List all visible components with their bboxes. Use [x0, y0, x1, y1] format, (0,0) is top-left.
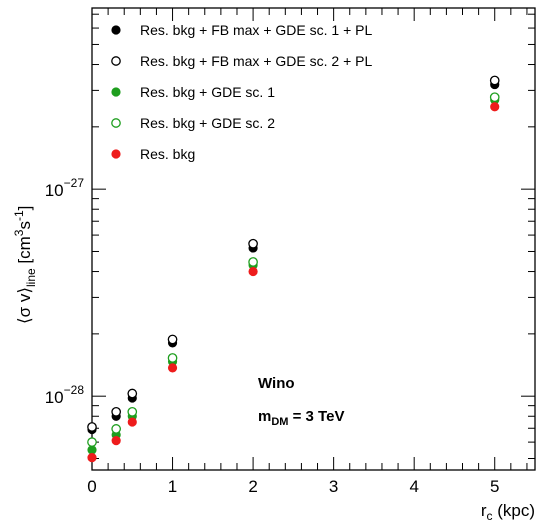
x-axis-label: rc (kpc): [481, 501, 535, 522]
data-point-series-2: [127, 388, 138, 399]
annotation-model: Wino: [258, 375, 295, 392]
x-tick-label: 2: [248, 477, 257, 496]
data-point-series-2: [489, 75, 500, 86]
y-tick-label: 10−28: [45, 383, 85, 407]
legend-label: Res. bkg + GDE sc. 1: [140, 84, 275, 100]
data-point-series-4: [127, 407, 138, 417]
legend-marker: [111, 87, 121, 97]
data-point-series-2: [111, 407, 122, 417]
data-point-series-4: [489, 92, 500, 103]
annotation-mass: mDM = 3 TeV: [258, 408, 344, 428]
data-point-series-2: [87, 422, 97, 432]
y-tick-base: 10: [45, 388, 64, 407]
x-tick-label: 5: [490, 477, 499, 496]
data-point-series-4: [248, 257, 258, 267]
x-tick-label: 4: [409, 477, 418, 496]
y-tick-label: 10−27: [45, 176, 85, 200]
data-point-series-5: [248, 266, 258, 277]
legend-marker: [111, 149, 121, 159]
legend-label: Res. bkg: [140, 146, 195, 162]
legend-marker: [111, 25, 121, 35]
legend-marker: [111, 56, 121, 66]
x-tick-label: 1: [168, 477, 177, 496]
x-tick-label: 0: [87, 477, 96, 496]
y-tick-exponent: −27: [64, 176, 85, 190]
legend-label: Res. bkg + GDE sc. 2: [140, 115, 275, 131]
data-point-series-2: [248, 238, 258, 249]
legend-marker: [111, 118, 121, 128]
y-tick-exponent: −28: [64, 383, 85, 397]
data-point-series-5: [111, 436, 121, 446]
legend-label: Res. bkg + FB max + GDE sc. 1 + PL: [140, 22, 372, 38]
data-point-series-4: [167, 353, 178, 363]
data-point-series-5: [167, 363, 178, 373]
data-point-series-4: [87, 437, 97, 447]
data-point-series-5: [87, 453, 97, 463]
y-tick-base: 10: [45, 181, 64, 200]
x-tick-label: 3: [329, 477, 338, 496]
legend-label: Res. bkg + FB max + GDE sc. 2 + PL: [140, 53, 372, 69]
data-point-series-5: [490, 102, 500, 112]
data-point-series-2: [167, 334, 178, 345]
data-points: [87, 75, 500, 463]
legend: Res. bkg + FB max + GDE sc. 1 + PL Res. b…: [111, 22, 372, 162]
data-point-series-4: [111, 424, 122, 434]
plot-frame: [91, 7, 536, 471]
y-axis-label: ⟨σ v⟩line [cm3s-1]: [12, 206, 38, 324]
data-point-series-3: [87, 445, 97, 455]
data-point-series-5: [127, 417, 137, 427]
